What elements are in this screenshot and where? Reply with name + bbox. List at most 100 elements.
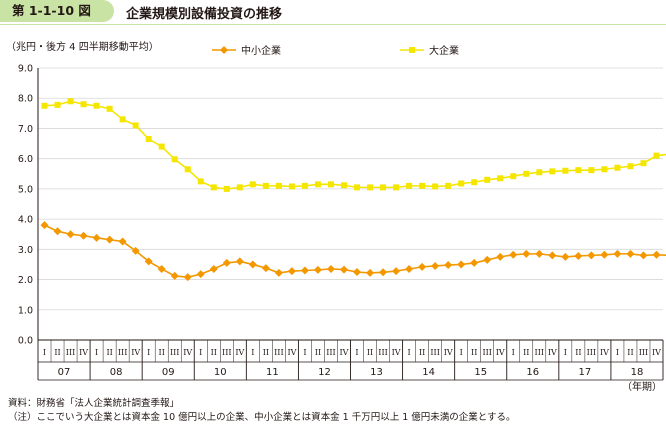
data-point-small (522, 249, 531, 258)
data-point-large (393, 184, 400, 191)
data-point-large (432, 183, 439, 190)
y-tick-label: 7.0 (18, 124, 33, 135)
quarter-tick-label: III (378, 348, 387, 357)
data-point-large (354, 184, 361, 191)
quarter-tick-label: II (159, 348, 165, 357)
data-point-large (106, 105, 113, 112)
quarter-tick-label: III (482, 348, 491, 357)
year-tick-label: 17 (579, 367, 592, 378)
data-point-large (575, 167, 582, 174)
data-point-large (54, 101, 61, 108)
data-point-large (406, 182, 413, 189)
data-point-small (261, 264, 270, 273)
year-tick-label: 14 (422, 367, 435, 378)
data-point-large (471, 179, 478, 186)
grid-lines (38, 67, 663, 311)
data-point-small (587, 251, 596, 260)
legend-label-small: 中小企業 (241, 44, 281, 57)
quarter-tick-label: II (419, 348, 425, 357)
quarter-tick-label: II (211, 348, 217, 357)
quarter-tick-label: III (222, 348, 231, 357)
data-point-small (326, 264, 335, 273)
quarter-tick-label: IV (340, 348, 349, 357)
data-point-large (588, 167, 595, 174)
title-rule (0, 24, 666, 25)
y-tick-label: 2.0 (18, 275, 33, 286)
quarter-tick-label: IV (444, 348, 453, 357)
data-point-large (119, 116, 126, 123)
quarter-tick-label: IV (287, 348, 296, 357)
x-axis: I II III IV I II III IV I II III IV I II III IV I II III IV… (37, 339, 664, 381)
figure-title: 企業規模別設備投資の推移 (126, 7, 283, 22)
year-tick-label: 08 (110, 367, 123, 378)
y-tick-label: 4.0 (18, 215, 33, 226)
data-point-large (340, 182, 347, 189)
data-point-small (652, 250, 661, 259)
data-point-large (145, 136, 152, 143)
data-point-large (184, 166, 191, 173)
data-point-large (614, 164, 621, 171)
data-point-small (418, 262, 427, 271)
data-point-small (40, 221, 49, 230)
data-point-large (301, 182, 308, 189)
quarter-tick-label: IV (235, 348, 244, 357)
data-point-large (158, 143, 165, 150)
data-point-small (431, 261, 440, 270)
data-point-large (223, 185, 230, 192)
data-point-large (249, 181, 256, 188)
data-point-large (653, 152, 660, 159)
data-point-large (367, 184, 374, 191)
quarter-tick-label: IV (79, 348, 88, 357)
data-point-small (444, 261, 453, 270)
quarter-tick-label: II (54, 348, 60, 357)
data-point-small (405, 264, 414, 273)
data-point-large (197, 178, 204, 185)
data-point-large (536, 169, 543, 176)
quarter-tick-label: III (66, 348, 75, 357)
y-tick-label: 8.0 (18, 94, 33, 105)
series-line-large (44, 100, 666, 190)
quarter-tick-label: I (355, 348, 358, 357)
data-point-large (93, 102, 100, 109)
data-point-small (313, 265, 322, 274)
data-point-small (118, 237, 127, 246)
data-point-small (639, 251, 648, 260)
year-tick-label: 11 (266, 367, 279, 378)
data-point-large (132, 122, 139, 129)
data-point-large (236, 184, 243, 191)
y-tick-label: 1.0 (18, 305, 33, 316)
year-tick-label: 09 (162, 367, 175, 378)
data-point-small (470, 258, 479, 267)
y-axis: 0.0 1.0 2.0 3.0 4.0 5.0 6.0 7.0 8.0 9.0 (18, 64, 39, 347)
quarter-tick-label: II (523, 348, 529, 357)
data-point-small (157, 264, 166, 273)
year-tick-label: 16 (526, 367, 539, 378)
quarter-tick-label: II (575, 348, 581, 357)
data-point-large (562, 167, 569, 174)
data-point-small (561, 252, 570, 261)
y-unit-label: （兆円・後方 4 四半期移動平均） (6, 40, 159, 53)
quarter-tick-label: IV (131, 348, 140, 357)
quarter-tick-label: I (43, 348, 46, 357)
data-point-small (353, 268, 362, 276)
data-point-large (288, 183, 295, 190)
quarter-tick-label: II (106, 348, 112, 357)
data-point-large (601, 166, 608, 173)
data-point-small (483, 255, 492, 264)
data-point-small (600, 250, 609, 259)
data-point-large (640, 160, 647, 167)
quarter-tick-label: I (564, 348, 567, 357)
year-tick-label: 13 (370, 367, 383, 378)
data-point-small (287, 267, 296, 276)
data-point-small (144, 257, 153, 266)
data-point-small (274, 268, 283, 277)
y-tick-label: 9.0 (18, 64, 33, 75)
data-point-small (248, 260, 257, 269)
data-point-large (523, 170, 530, 177)
data-point-small (379, 268, 388, 277)
quarter-tick-label: III (274, 348, 283, 357)
data-point-small (209, 264, 218, 273)
data-point-large (458, 180, 465, 187)
quarter-tick-label: I (460, 348, 463, 357)
data-point-large (327, 181, 334, 188)
